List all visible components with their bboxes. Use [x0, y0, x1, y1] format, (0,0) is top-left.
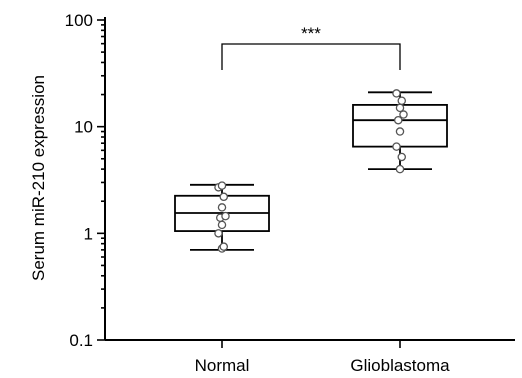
data-point [221, 211, 230, 221]
data-point [217, 203, 227, 212]
data-point [395, 103, 405, 113]
significance-label: *** [301, 24, 321, 43]
y-tick-label: 0.1 [69, 331, 93, 350]
y-axis: 0.1 1 10 100 [65, 11, 106, 350]
data-point [219, 242, 228, 251]
data-point [217, 220, 227, 230]
data-point [217, 181, 227, 190]
data-point [397, 152, 406, 162]
y-tick-label: 100 [65, 11, 93, 30]
data-point [392, 89, 401, 98]
data-point [214, 229, 223, 238]
y-tick-label: 1 [84, 224, 93, 243]
significance-annotation: *** [221, 24, 401, 70]
x-axis: Normal Glioblastoma [105, 339, 515, 375]
x-tick-label: Glioblastoma [350, 356, 450, 375]
data-point [395, 127, 405, 136]
box-normal [174, 181, 270, 253]
x-tick-label: Normal [195, 356, 250, 375]
data-point [392, 142, 401, 151]
data-point [395, 164, 405, 174]
data-point [399, 110, 408, 119]
y-axis-label: Serum miR-210 expression [29, 75, 48, 281]
y-tick-label: 10 [74, 118, 93, 137]
data-point [219, 192, 228, 202]
significance-bracket [221, 43, 401, 70]
data-point [397, 96, 406, 105]
box-glioblastoma [352, 89, 448, 174]
boxes [174, 89, 448, 253]
data-point [393, 115, 403, 125]
